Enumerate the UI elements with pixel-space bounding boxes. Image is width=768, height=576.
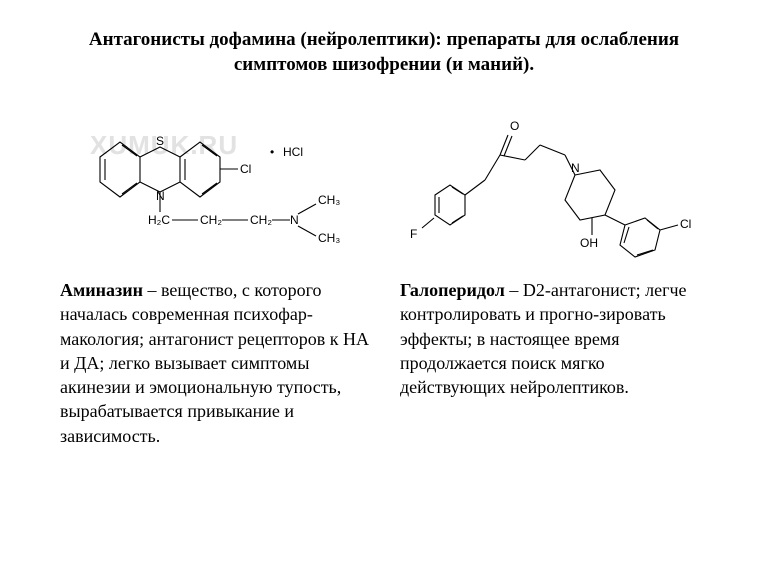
label-O: O xyxy=(510,119,519,133)
label-HCl-dot: • xyxy=(270,145,274,159)
aminazine-description: – вещество, с которого началась современ… xyxy=(60,280,369,446)
page-title: Антагонисты дофамина (нейролептики): пре… xyxy=(60,28,708,77)
label-F: F xyxy=(410,227,417,241)
title-line-2: симптомов шизофрении (и маний). xyxy=(234,54,534,75)
label-Cl-r: Cl xyxy=(680,217,691,231)
aminazine-structure: S N Cl • HCl H₂C CH₂ CH₂ N CH₃ CH₃ xyxy=(80,112,360,257)
haloperidol-description-block: Галоперидол – D2-антагонист; легче контр… xyxy=(400,278,710,399)
haloperidol-name: Галоперидол xyxy=(400,280,505,300)
label-Cl: Cl xyxy=(240,162,251,176)
label-H2C: H₂C xyxy=(148,213,170,227)
label-N-pip: N xyxy=(571,161,580,175)
title-line-1: Антагонисты дофамина (нейролептики): пре… xyxy=(89,29,679,50)
label-CH3b: CH₃ xyxy=(318,231,340,245)
aminazine-description-block: Аминазин – вещество, с которого началась… xyxy=(60,278,370,448)
label-HCl: HCl xyxy=(283,145,303,159)
label-N: N xyxy=(156,189,165,203)
label-S: S xyxy=(156,134,164,148)
label-CH2b: CH₂ xyxy=(250,213,272,227)
haloperidol-structure: O F N OH Cl xyxy=(400,100,710,260)
label-OH: OH xyxy=(580,236,598,250)
label-CH2a: CH₂ xyxy=(200,213,222,227)
label-Nchain: N xyxy=(290,213,299,227)
aminazine-name: Аминазин xyxy=(60,280,143,300)
label-CH3a: CH₃ xyxy=(318,193,340,207)
